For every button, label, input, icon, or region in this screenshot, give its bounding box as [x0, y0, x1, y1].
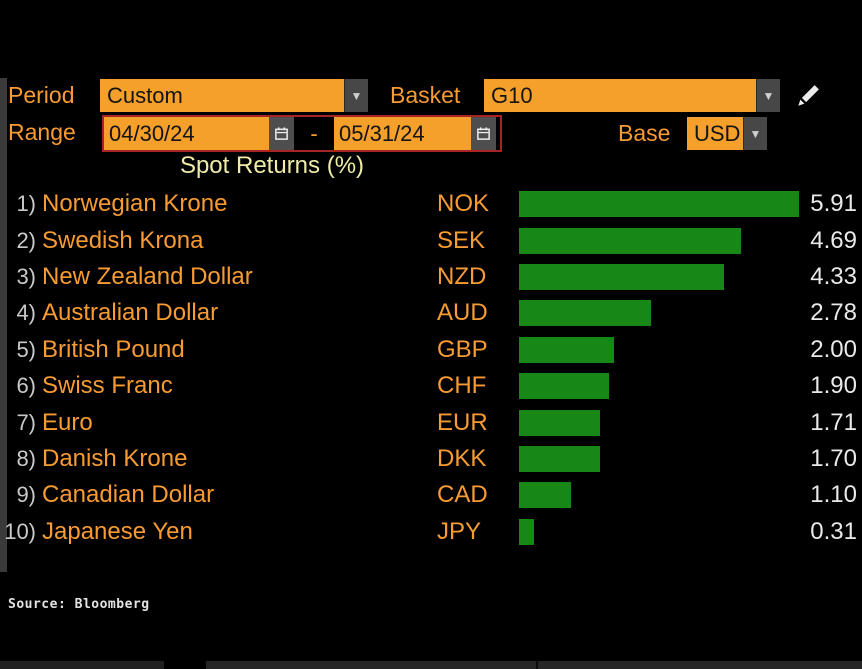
row-bar	[519, 191, 799, 218]
row-bar-track	[519, 263, 799, 290]
row-name: Japanese Yen	[42, 517, 193, 545]
row-bar-track	[519, 518, 799, 545]
period-select[interactable]: Custom ▼	[100, 79, 368, 112]
calendar-icon[interactable]	[471, 117, 496, 150]
row-name: Euro	[42, 408, 93, 436]
row-name: New Zealand Dollar	[42, 262, 253, 290]
row-value: 1.90	[810, 372, 857, 400]
row-value: 1.10	[810, 481, 857, 509]
row-value: 5.91	[810, 190, 857, 218]
table-row[interactable]: 3) New Zealand Dollar NZD 4.33	[0, 259, 862, 295]
table-row[interactable]: 8) Danish Krone DKK 1.70	[0, 441, 862, 477]
row-rank: 10)	[4, 518, 36, 544]
row-code: NOK	[437, 190, 490, 218]
base-label: Base	[618, 120, 671, 146]
row-bar	[519, 373, 610, 400]
row-rank: 8)	[16, 445, 36, 471]
row-value: 0.31	[810, 517, 857, 545]
row-bar-track	[519, 409, 799, 436]
bottom-bar	[0, 661, 862, 669]
row-bar-track	[519, 336, 799, 363]
left-edge-strip	[0, 78, 7, 572]
row-rank: 6)	[16, 373, 36, 399]
chevron-down-icon[interactable]: ▼	[743, 117, 767, 150]
basket-label: Basket	[390, 82, 461, 108]
row-value: 4.69	[810, 226, 857, 254]
basket-select[interactable]: G10 ▼	[484, 79, 780, 112]
table-row[interactable]: 7) Euro EUR 1.71	[0, 404, 862, 440]
range-separator: -	[294, 117, 334, 150]
chart-title: Spot Returns (%)	[179, 152, 365, 179]
row-bar	[519, 409, 600, 436]
row-bar-track	[519, 373, 799, 400]
row-code: AUD	[437, 299, 488, 327]
range-end-input[interactable]: 05/31/24	[334, 117, 471, 150]
chevron-down-icon[interactable]: ▼	[756, 79, 780, 112]
chevron-down-icon[interactable]: ▼	[344, 79, 368, 112]
calendar-icon[interactable]	[269, 117, 294, 150]
basket-value: G10	[484, 79, 756, 112]
row-bar-track	[519, 300, 799, 327]
row-bar	[519, 227, 742, 254]
row-bar-track	[519, 482, 799, 509]
row-rank: 9)	[16, 482, 36, 508]
row-code: GBP	[437, 335, 488, 363]
base-value: USD	[687, 117, 743, 150]
period-label: Period	[8, 82, 75, 108]
row-code: EUR	[437, 408, 488, 436]
row-bar	[519, 300, 651, 327]
row-name: Canadian Dollar	[42, 481, 215, 509]
row-value: 1.71	[810, 408, 857, 436]
table-row[interactable]: 5) British Pound GBP 2.00	[0, 332, 862, 368]
row-value: 2.78	[810, 299, 857, 327]
range-label: Range	[8, 119, 76, 145]
row-code: DKK	[437, 444, 487, 472]
row-bar-track	[519, 227, 799, 254]
row-value: 2.00	[810, 335, 857, 363]
row-rank: 2)	[16, 227, 36, 253]
row-name: Swiss Franc	[42, 372, 173, 400]
range-start-input[interactable]: 04/30/24	[104, 117, 269, 150]
row-bar	[519, 482, 572, 509]
row-bar	[519, 445, 600, 472]
row-code: CAD	[437, 481, 488, 509]
row-rank: 7)	[16, 409, 36, 435]
source-text: Source: Bloomberg	[8, 597, 150, 612]
row-name: Australian Dollar	[42, 299, 219, 327]
range-box: 04/30/24 - 05/31/24	[102, 115, 502, 152]
table-row[interactable]: 10) Japanese Yen JPY 0.31	[0, 514, 862, 550]
row-bar-track	[519, 191, 799, 218]
row-code: CHF	[437, 372, 487, 400]
period-value: Custom	[100, 79, 344, 112]
chart-rows: 1) Norwegian Krone NOK 5.91 2) Swedish K…	[0, 186, 862, 550]
row-rank: 3)	[16, 263, 36, 289]
table-row[interactable]: 6) Swiss Franc CHF 1.90	[0, 368, 862, 404]
row-name: Danish Krone	[42, 444, 188, 472]
row-name: Norwegian Krone	[42, 190, 228, 218]
row-rank: 4)	[16, 300, 36, 326]
row-value: 4.33	[810, 262, 857, 290]
pencil-icon[interactable]	[791, 79, 825, 113]
row-value: 1.70	[810, 444, 857, 472]
table-row[interactable]: 9) Canadian Dollar CAD 1.10	[0, 477, 862, 513]
row-code: SEK	[437, 226, 486, 254]
row-bar	[519, 263, 725, 290]
table-row[interactable]: 4) Australian Dollar AUD 2.78	[0, 295, 862, 331]
row-name: British Pound	[42, 335, 185, 363]
row-bar	[519, 336, 614, 363]
table-row[interactable]: 2) Swedish Krona SEK 4.69	[0, 222, 862, 258]
row-code: NZD	[437, 262, 487, 290]
row-rank: 1)	[16, 191, 36, 217]
row-rank: 5)	[16, 336, 36, 362]
base-select[interactable]: USD ▼	[687, 117, 767, 150]
row-code: JPY	[437, 517, 482, 545]
row-bar-track	[519, 445, 799, 472]
table-row[interactable]: 1) Norwegian Krone NOK 5.91	[0, 186, 862, 222]
row-name: Swedish Krona	[42, 226, 204, 254]
row-bar	[519, 518, 534, 545]
